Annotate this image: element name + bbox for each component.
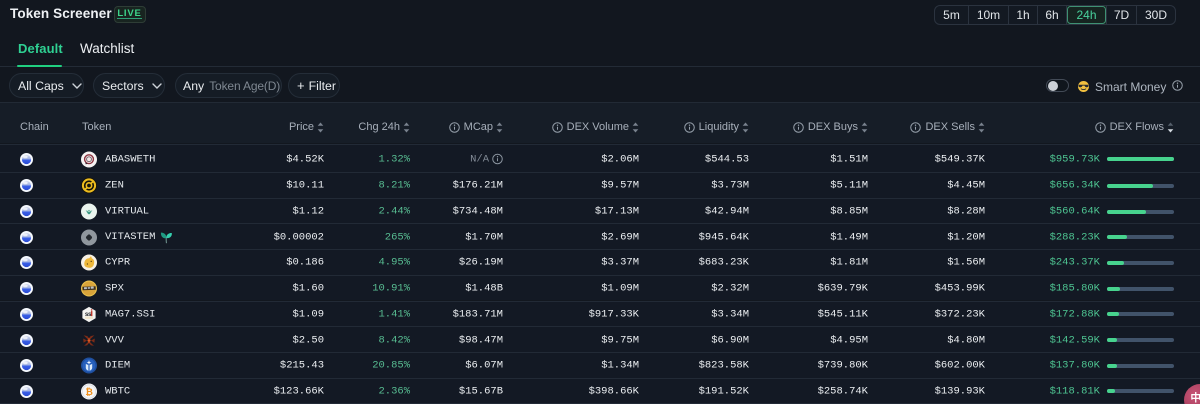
svg-text:₿: ₿ <box>85 387 93 397</box>
svg-text:ss: ss <box>85 311 92 318</box>
